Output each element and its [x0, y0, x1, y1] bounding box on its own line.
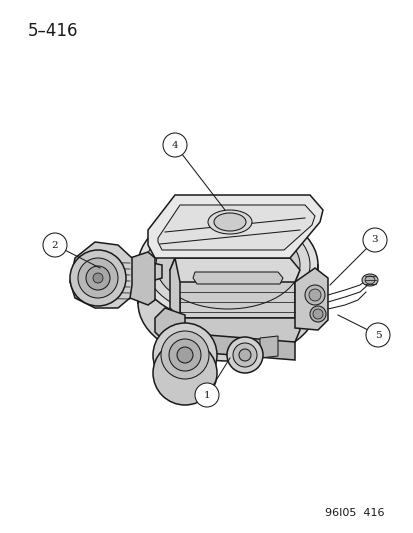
Polygon shape: [153, 355, 216, 373]
Ellipse shape: [304, 285, 324, 305]
Ellipse shape: [86, 266, 110, 290]
Ellipse shape: [153, 323, 216, 387]
Polygon shape: [138, 265, 142, 307]
Polygon shape: [294, 268, 327, 330]
Ellipse shape: [364, 276, 374, 284]
Text: 3: 3: [371, 236, 377, 245]
Polygon shape: [170, 258, 299, 282]
Ellipse shape: [308, 289, 320, 301]
Polygon shape: [158, 205, 314, 250]
Circle shape: [362, 228, 386, 252]
Text: 96I05  416: 96I05 416: [325, 508, 384, 518]
Polygon shape: [170, 258, 180, 318]
Polygon shape: [192, 272, 282, 284]
Ellipse shape: [177, 347, 192, 363]
Ellipse shape: [361, 274, 377, 286]
Polygon shape: [130, 262, 161, 282]
Text: 1: 1: [203, 391, 210, 400]
Ellipse shape: [169, 339, 201, 371]
Ellipse shape: [138, 245, 317, 361]
Ellipse shape: [138, 207, 317, 323]
Polygon shape: [154, 308, 185, 342]
Ellipse shape: [312, 309, 322, 319]
Polygon shape: [147, 195, 322, 258]
Ellipse shape: [207, 210, 252, 234]
Polygon shape: [185, 342, 199, 360]
Ellipse shape: [309, 306, 325, 322]
Ellipse shape: [70, 250, 126, 306]
Ellipse shape: [78, 258, 118, 298]
Circle shape: [163, 133, 187, 157]
Ellipse shape: [156, 221, 299, 309]
Text: 2: 2: [52, 240, 58, 249]
Ellipse shape: [214, 213, 245, 231]
Ellipse shape: [146, 213, 309, 317]
Ellipse shape: [93, 273, 103, 283]
Polygon shape: [259, 336, 277, 358]
Polygon shape: [170, 308, 299, 342]
Circle shape: [43, 233, 67, 257]
Polygon shape: [170, 332, 294, 360]
Ellipse shape: [238, 349, 250, 361]
Text: 4: 4: [171, 141, 178, 149]
Polygon shape: [180, 282, 294, 318]
Ellipse shape: [226, 337, 262, 373]
Polygon shape: [130, 252, 154, 305]
Circle shape: [365, 323, 389, 347]
Text: 5–416: 5–416: [28, 22, 78, 40]
Text: 5: 5: [374, 330, 380, 340]
Circle shape: [195, 383, 218, 407]
Ellipse shape: [233, 343, 256, 367]
Polygon shape: [70, 242, 132, 308]
Ellipse shape: [153, 341, 216, 405]
Ellipse shape: [161, 331, 209, 379]
